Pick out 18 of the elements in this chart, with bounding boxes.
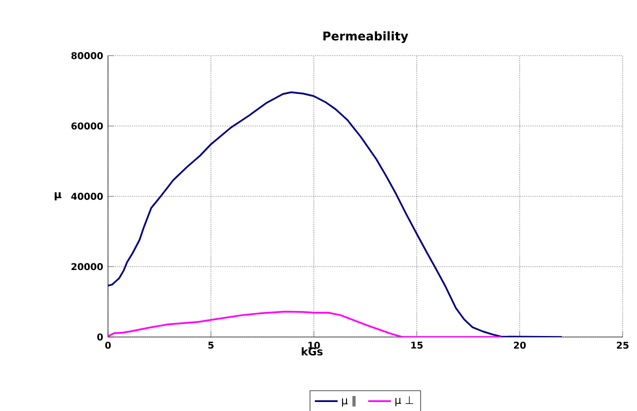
line-series <box>108 310 502 337</box>
chart-title: Permeability <box>323 31 408 43</box>
x-tick-label: 10 <box>308 342 320 349</box>
x-tick-label: 20 <box>514 342 526 349</box>
x-tick-label: 25 <box>616 342 628 349</box>
legend-label: μ ∥ <box>342 396 356 407</box>
y-tick-label: 60000 <box>71 122 103 130</box>
legend-label: μ ⊥ <box>395 396 414 406</box>
x-tick-label: 15 <box>411 342 423 349</box>
y-tick-label: 40000 <box>71 192 103 200</box>
x-tick-label: 5 <box>208 342 214 349</box>
line-series <box>108 91 563 337</box>
y-tick-label: 80000 <box>71 52 103 60</box>
x-axis-title: kGs <box>302 347 323 356</box>
x-tick-label: 0 <box>105 342 111 349</box>
y-tick-label: 20000 <box>72 263 103 270</box>
y-axis-title: μ <box>54 192 62 200</box>
y-tick-label: 0 <box>97 333 103 341</box>
